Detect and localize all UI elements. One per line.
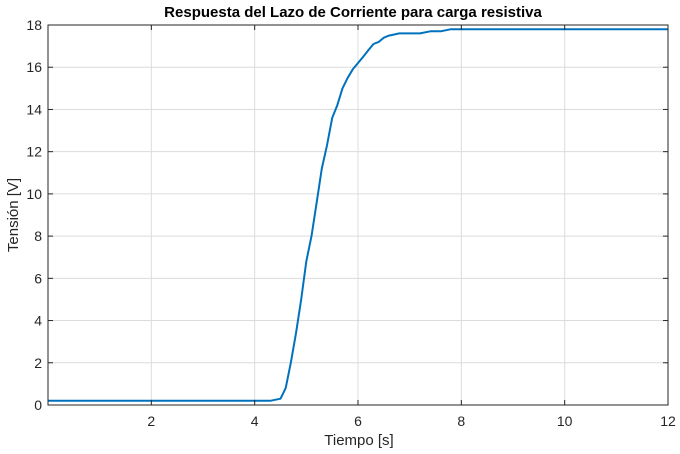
x-tick-label: 10 xyxy=(557,413,573,429)
x-tick-label: 12 xyxy=(660,413,676,429)
x-tick-label: 2 xyxy=(147,413,155,429)
y-axis-ticks: 0 2 4 6 8 10 12 14 16 18 xyxy=(26,17,668,413)
x-axis-label: Tiempo [s] xyxy=(324,432,393,449)
x-tick-label: 8 xyxy=(457,413,465,429)
y-tick-label: 6 xyxy=(34,270,42,286)
series-line xyxy=(48,28,668,402)
y-tick-label: 0 xyxy=(34,397,42,413)
y-axis-label: Tensión [V] xyxy=(5,178,22,252)
y-tick-label: 8 xyxy=(34,228,42,244)
chart-title: Respuesta del Lazo de Corriente para car… xyxy=(164,4,542,21)
y-tick-label: 18 xyxy=(26,17,42,33)
y-tick-label: 14 xyxy=(26,101,42,117)
y-tick-label: 10 xyxy=(26,186,42,202)
y-tick-label: 4 xyxy=(34,313,42,329)
series-layer xyxy=(48,28,668,402)
y-tick-label: 16 xyxy=(26,59,42,75)
grid xyxy=(48,25,668,405)
x-tick-label: 6 xyxy=(354,413,362,429)
x-tick-label: 4 xyxy=(251,413,259,429)
x-axis-ticks: 2 4 6 8 10 12 xyxy=(147,25,676,429)
y-tick-label: 12 xyxy=(26,144,42,160)
y-tick-label: 2 xyxy=(34,355,42,371)
